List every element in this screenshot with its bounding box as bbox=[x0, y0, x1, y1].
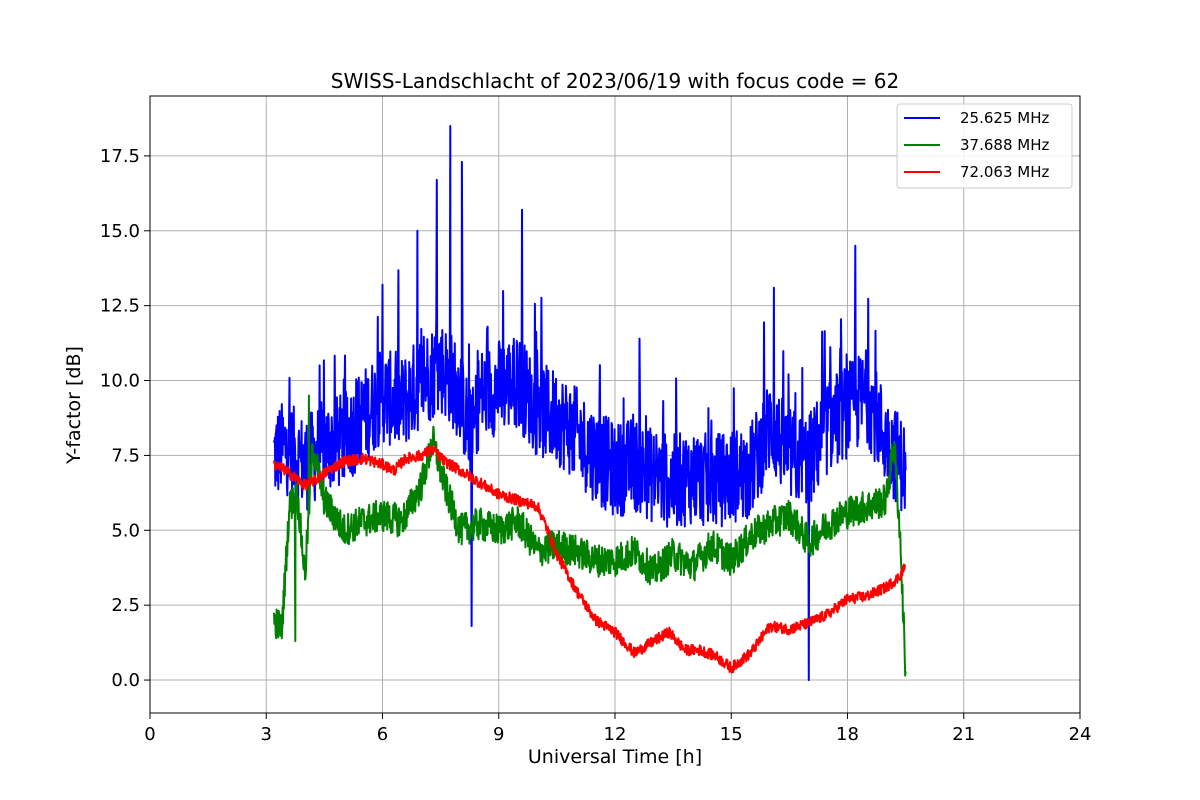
x-tick-label: 15 bbox=[720, 724, 743, 745]
x-tick-label: 0 bbox=[144, 724, 155, 745]
series-line-2 bbox=[273, 394, 907, 677]
x-tick-label: 18 bbox=[836, 724, 859, 745]
y-tick-label: 2.5 bbox=[111, 595, 140, 616]
y-tick-label: 0.0 bbox=[111, 670, 140, 691]
series-group bbox=[273, 125, 907, 682]
x-tick-label: 21 bbox=[952, 724, 975, 745]
y-tick-label: 10.0 bbox=[100, 371, 140, 392]
series-line-3 bbox=[273, 444, 907, 674]
chart-title: SWISS-Landschlacht of 2023/06/19 with fo… bbox=[331, 69, 899, 93]
series-line-1 bbox=[273, 125, 907, 682]
y-axis-label: Y-factor [dB] bbox=[63, 346, 85, 465]
x-tick-label: 24 bbox=[1069, 724, 1092, 745]
x-tick-label: 3 bbox=[261, 724, 272, 745]
y-tick-label: 7.5 bbox=[111, 445, 140, 466]
y-tick-label: 5.0 bbox=[111, 520, 140, 541]
x-tick-label: 9 bbox=[493, 724, 504, 745]
y-tick-label: 12.5 bbox=[100, 296, 140, 317]
legend: 25.625 MHz 37.688 MHz 72.063 MHz bbox=[896, 103, 1073, 189]
ticks: 0 3 6 9 12 15 18 21 24 0.0 2.5 5.0 7.5 10.0 12.5 15.0 17… bbox=[100, 146, 1092, 745]
x-axis-label: Universal Time [h] bbox=[528, 746, 702, 768]
x-tick-label: 12 bbox=[604, 724, 627, 745]
y-tick-label: 15.0 bbox=[100, 221, 140, 242]
legend-label-1: 25.625 MHz bbox=[960, 109, 1049, 127]
legend-box bbox=[896, 103, 1073, 189]
y-tick-label: 17.5 bbox=[100, 146, 140, 167]
x-tick-label: 6 bbox=[377, 724, 388, 745]
legend-label-2: 37.688 MHz bbox=[960, 136, 1049, 154]
legend-label-3: 72.063 MHz bbox=[960, 163, 1049, 181]
